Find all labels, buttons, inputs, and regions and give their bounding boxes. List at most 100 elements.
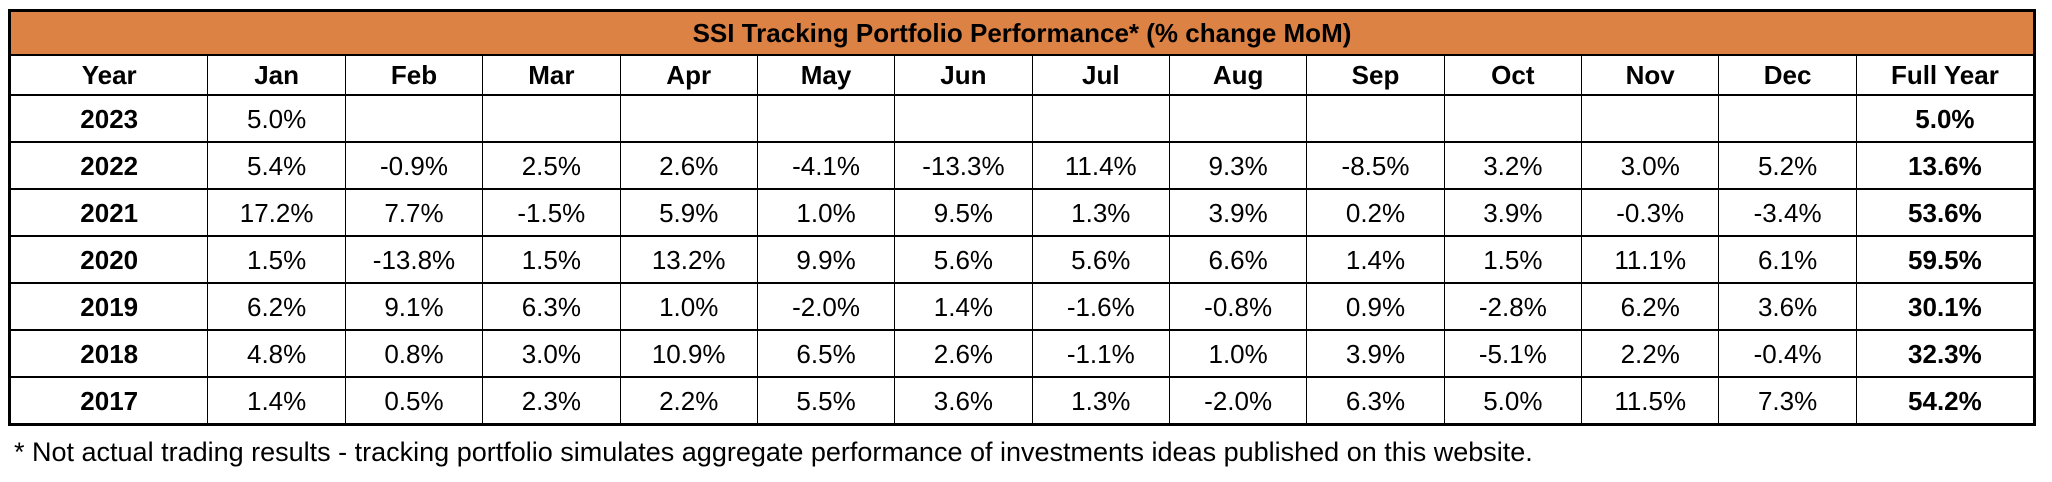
month-value-cell: -0.9% xyxy=(344,141,484,190)
year-cell: 2017 xyxy=(8,376,209,426)
month-value-cell: 3.6% xyxy=(894,376,1033,426)
page: SSI Tracking Portfolio Performance* (% c… xyxy=(8,9,2036,467)
column-header-nov: Nov xyxy=(1581,54,1720,96)
month-value-cell xyxy=(1718,94,1857,143)
table-row-2023: 2023 5.0% 5.0% xyxy=(8,94,2036,143)
table-row-2018: 2018 4.8% 0.8% 3.0% 10.9% 6.5% 2.6% -1.1% 1.0% 3.… xyxy=(8,329,2036,378)
column-header-full-year: Full Year xyxy=(1855,54,2036,96)
column-header-oct: Oct xyxy=(1443,54,1583,96)
table-row-2020: 2020 1.5% -13.8% 1.5% 13.2% 9.9% 5.6% 5.6% 6.6% 1… xyxy=(8,235,2036,284)
table-body: 2023 5.0% 5.0% 2022 5.4% -0.9% 2.5% 2.6% -4.1% -1… xyxy=(8,94,2036,426)
column-header-feb: Feb xyxy=(344,54,484,96)
footnote: * Not actual trading results - tracking … xyxy=(14,437,1533,467)
month-value-cell: 1.3% xyxy=(1031,188,1170,237)
month-value-cell: 0.2% xyxy=(1306,188,1445,237)
month-value-cell: 3.9% xyxy=(1306,329,1445,378)
month-value-cell: -2.0% xyxy=(1168,376,1308,426)
month-value-cell: -1.1% xyxy=(1031,329,1170,378)
month-value-cell: -4.1% xyxy=(756,141,896,190)
month-value-cell: -3.4% xyxy=(1718,188,1857,237)
year-cell: 2023 xyxy=(8,94,209,143)
month-value-cell: 3.6% xyxy=(1718,282,1857,331)
month-value-cell: 1.0% xyxy=(756,188,896,237)
month-value-cell: 1.5% xyxy=(207,235,346,284)
month-value-cell: 6.3% xyxy=(1306,376,1445,426)
month-value-cell: 6.3% xyxy=(482,282,621,331)
month-value-cell: 2.6% xyxy=(619,141,758,190)
table-row-2017: 2017 1.4% 0.5% 2.3% 2.2% 5.5% 3.6% 1.3% -2.0% 6.3… xyxy=(8,376,2036,426)
month-value-cell: 0.8% xyxy=(344,329,484,378)
month-value-cell: 1.3% xyxy=(1031,376,1170,426)
column-header-row: Year Jan Feb Mar Apr May Jun Jul Aug Sep Oct Nov Dec… xyxy=(8,54,2036,96)
year-cell: 2020 xyxy=(8,235,209,284)
month-value-cell: 3.9% xyxy=(1443,188,1583,237)
month-value-cell: 4.8% xyxy=(207,329,346,378)
full-year-cell: 53.6% xyxy=(1855,188,2036,237)
month-value-cell: 1.4% xyxy=(894,282,1033,331)
full-year-cell: 5.0% xyxy=(1855,94,2036,143)
month-value-cell: 5.5% xyxy=(756,376,896,426)
column-header-aug: Aug xyxy=(1168,54,1308,96)
month-value-cell xyxy=(894,94,1033,143)
month-value-cell xyxy=(344,94,484,143)
month-value-cell xyxy=(1581,94,1720,143)
month-value-cell: 9.5% xyxy=(894,188,1033,237)
month-value-cell: -1.6% xyxy=(1031,282,1170,331)
year-cell: 2019 xyxy=(8,282,209,331)
month-value-cell: 5.2% xyxy=(1718,141,1857,190)
month-value-cell: -2.8% xyxy=(1443,282,1583,331)
month-value-cell: 5.9% xyxy=(619,188,758,237)
month-value-cell: -2.0% xyxy=(756,282,896,331)
column-header-dec: Dec xyxy=(1718,54,1857,96)
month-value-cell: 5.4% xyxy=(207,141,346,190)
month-value-cell: 2.6% xyxy=(894,329,1033,378)
year-cell: 2022 xyxy=(8,141,209,190)
month-value-cell: 6.5% xyxy=(756,329,896,378)
month-value-cell: 9.9% xyxy=(756,235,896,284)
month-value-cell: 1.0% xyxy=(619,282,758,331)
table-row-2022: 2022 5.4% -0.9% 2.5% 2.6% -4.1% -13.3% 11.4% 9.3… xyxy=(8,141,2036,190)
column-header-sep: Sep xyxy=(1306,54,1445,96)
month-value-cell: -1.5% xyxy=(482,188,621,237)
month-value-cell: 2.2% xyxy=(619,376,758,426)
month-value-cell: 17.2% xyxy=(207,188,346,237)
month-value-cell: 6.2% xyxy=(1581,282,1720,331)
month-value-cell: 1.4% xyxy=(1306,235,1445,284)
month-value-cell: 1.5% xyxy=(1443,235,1583,284)
month-value-cell xyxy=(482,94,621,143)
month-value-cell: -0.4% xyxy=(1718,329,1857,378)
month-value-cell: 1.0% xyxy=(1168,329,1308,378)
month-value-cell: 5.0% xyxy=(207,94,346,143)
month-value-cell: 7.7% xyxy=(344,188,484,237)
month-value-cell xyxy=(1168,94,1308,143)
month-value-cell xyxy=(756,94,896,143)
month-value-cell: -8.5% xyxy=(1306,141,1445,190)
year-cell: 2018 xyxy=(8,329,209,378)
month-value-cell: 5.6% xyxy=(894,235,1033,284)
performance-table: SSI Tracking Portfolio Performance* (% c… xyxy=(8,9,2036,426)
table-row-2021: 2021 17.2% 7.7% -1.5% 5.9% 1.0% 9.5% 1.3% 3.9% 0.… xyxy=(8,188,2036,237)
month-value-cell: 10.9% xyxy=(619,329,758,378)
month-value-cell: 3.0% xyxy=(1581,141,1720,190)
month-value-cell: 6.1% xyxy=(1718,235,1857,284)
month-value-cell: 0.5% xyxy=(344,376,484,426)
table-row-2019: 2019 6.2% 9.1% 6.3% 1.0% -2.0% 1.4% -1.6% -0.8% 0… xyxy=(8,282,2036,331)
full-year-cell: 32.3% xyxy=(1855,329,2036,378)
month-value-cell: 3.2% xyxy=(1443,141,1583,190)
month-value-cell: -13.8% xyxy=(344,235,484,284)
month-value-cell: 2.5% xyxy=(482,141,621,190)
column-header-jun: Jun xyxy=(894,54,1033,96)
month-value-cell: -13.3% xyxy=(894,141,1033,190)
month-value-cell xyxy=(1031,94,1170,143)
month-value-cell: 2.2% xyxy=(1581,329,1720,378)
full-year-cell: 30.1% xyxy=(1855,282,2036,331)
month-value-cell: 5.6% xyxy=(1031,235,1170,284)
full-year-cell: 59.5% xyxy=(1855,235,2036,284)
month-value-cell: 5.0% xyxy=(1443,376,1583,426)
month-value-cell: 3.0% xyxy=(482,329,621,378)
month-value-cell: 11.4% xyxy=(1031,141,1170,190)
column-header-jan: Jan xyxy=(207,54,346,96)
column-header-mar: Mar xyxy=(482,54,621,96)
month-value-cell: -0.8% xyxy=(1168,282,1308,331)
table-title: SSI Tracking Portfolio Performance* (% c… xyxy=(9,9,2035,56)
